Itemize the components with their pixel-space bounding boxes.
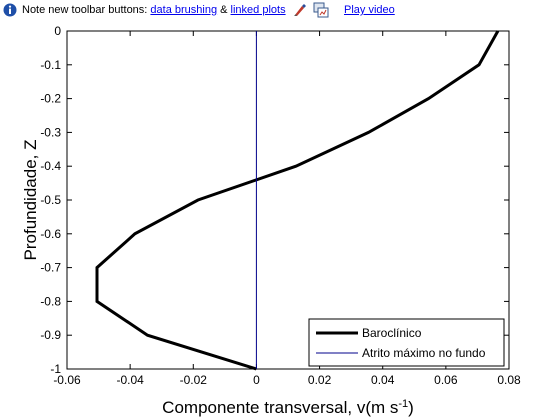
play-video-link[interactable]: Play video: [344, 4, 395, 16]
x-axis-label: Componente transversal, v(m s-1): [162, 398, 414, 417]
info-bar: Note new toolbar buttons: data brushing …: [0, 0, 560, 21]
y-tick-label: -0.8: [40, 294, 61, 308]
linked-plots-link[interactable]: linked plots: [230, 4, 286, 16]
note-prefix: Note new toolbar buttons:: [22, 4, 151, 16]
y-tick-label: -0.6: [40, 227, 61, 241]
y-tick-label: -0.9: [40, 328, 61, 342]
legend-box: [308, 318, 505, 367]
y-tick-label: -0.7: [40, 261, 61, 275]
x-tick-label: 0: [253, 373, 260, 387]
linked-plots-icon[interactable]: [313, 2, 329, 18]
x-tick-label: 0.06: [434, 373, 458, 387]
info-text: Note new toolbar buttons: data brushing …: [22, 4, 286, 16]
x-tick-label: -0.02: [180, 373, 208, 387]
x-tick-label: 0.08: [497, 373, 521, 387]
y-tick-label: -0.1: [40, 58, 61, 72]
x-tick-label: 0.02: [308, 373, 332, 387]
legend-label-baroclinico: Baroclínico: [362, 326, 422, 340]
x-tick-label: 0.04: [371, 373, 395, 387]
data-brushing-link[interactable]: data brushing: [150, 4, 218, 16]
data-brushing-icon[interactable]: [292, 2, 308, 18]
plot-area: [66, 30, 510, 370]
y-axis-label: Profundidade, Z: [21, 140, 40, 261]
series-line-baroclinico: [95, 30, 500, 371]
tick-labels: -0.06 -0.04 -0.02 0 0.02 0.04 0.06 0.08 0 -0.1 -0.…: [40, 24, 521, 387]
y-tick-label: 0: [54, 24, 61, 38]
y-tick-label: -0.5: [40, 193, 61, 207]
info-icon: [3, 3, 17, 17]
x-tick-label: -0.04: [116, 373, 144, 387]
y-tick-label: -0.3: [40, 125, 61, 139]
y-tick-label: -0.4: [40, 159, 61, 173]
legend: Baroclínico Atrito máximo no fundo: [308, 318, 505, 367]
amp-text: &: [217, 4, 231, 16]
y-tick-label: -0.2: [40, 92, 61, 106]
y-tick-label: -1: [50, 362, 61, 376]
series-layer: [95, 30, 500, 371]
x-tick-label: -0.06: [53, 373, 81, 387]
legend-label-atrito: Atrito máximo no fundo: [362, 346, 486, 360]
